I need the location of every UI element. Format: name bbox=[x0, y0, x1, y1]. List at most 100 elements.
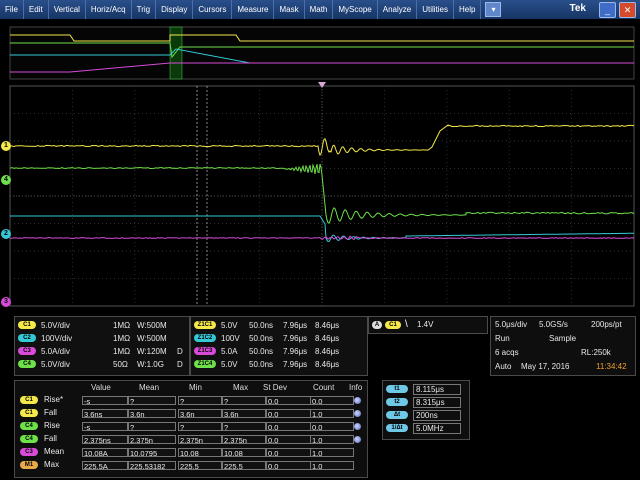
zoom-chip: Z1C2 bbox=[194, 334, 216, 342]
column-header-mean: Mean bbox=[139, 383, 159, 392]
date-readout: May 17, 2016 bbox=[521, 362, 569, 371]
zoom-t1: 7.96μs bbox=[283, 347, 307, 356]
zoom-row[interactable]: Z1C4 5.0V 50.0ns 7.96μs 8.46μs bbox=[191, 358, 365, 370]
zoom-chip: Z1C1 bbox=[194, 321, 216, 329]
menu-item-trig[interactable]: Trig bbox=[132, 0, 156, 19]
channel-row[interactable]: C3 5.0A/div 1MΩ W:120M D bbox=[15, 345, 187, 357]
channel-marker-ch3[interactable]: 3 bbox=[1, 297, 11, 307]
info-icon[interactable] bbox=[354, 423, 361, 430]
menu-item-vertical[interactable]: Vertical bbox=[49, 0, 86, 19]
menu-item-edit[interactable]: Edit bbox=[24, 0, 49, 19]
measurement-row[interactable]: C3 Mean 10.08A 10.0795 10.08 10.08 0.0 1.0 bbox=[18, 447, 364, 458]
zoom-t1: 7.96μs bbox=[283, 360, 307, 369]
acq-count: 6 acqs bbox=[495, 348, 519, 357]
channel-scale: 5.0A/div bbox=[41, 347, 70, 356]
channel-marker-ch1[interactable]: 1 bbox=[1, 141, 11, 151]
channel-row[interactable]: C4 5.0V/div 50Ω W:1.0G D bbox=[15, 358, 187, 370]
measurement-source-chip: C1 bbox=[20, 396, 38, 404]
menu-item-file[interactable]: File bbox=[0, 0, 24, 19]
info-icon[interactable] bbox=[354, 397, 361, 404]
channel-bandwidth: W:500M bbox=[137, 321, 167, 330]
channel-scale: 5.0V/div bbox=[41, 321, 70, 330]
menu-item-display[interactable]: Display bbox=[156, 0, 193, 19]
menu-item-myscope[interactable]: MyScope bbox=[333, 0, 377, 19]
measurement-row[interactable]: M1 Max 225.5A 225.53182 225.5 225.5 0.0 1.0 bbox=[18, 460, 364, 471]
zoom-time: 50.0ns bbox=[249, 321, 273, 330]
cursor-readout-panel[interactable]: t1 8.115μs t2 8.315μs Δt 200ns 1/Δt 5.0MHz bbox=[382, 380, 470, 440]
cursor-value: 200ns bbox=[413, 410, 461, 421]
cursor-value: 8.115μs bbox=[413, 384, 461, 395]
zoom-row[interactable]: Z1C2 100V 50.0ns 7.96μs 8.46μs bbox=[191, 332, 365, 344]
measurement-name: Rise bbox=[44, 421, 60, 430]
channel-impedance: 50Ω bbox=[113, 360, 128, 369]
column-header-value: Value bbox=[91, 383, 111, 392]
zoom-t2: 8.46μs bbox=[315, 347, 339, 356]
close-button[interactable]: ✕ bbox=[619, 2, 636, 18]
measurement-stdev: 0.0 bbox=[266, 409, 312, 418]
menu-item-horizacq[interactable]: Horiz/Acq bbox=[86, 0, 132, 19]
channel-marker-ch2[interactable]: 2 bbox=[1, 229, 11, 239]
measurement-name: Fall bbox=[44, 408, 57, 417]
channel-chip: C3 bbox=[18, 347, 36, 355]
channel-marker-ch4[interactable]: 4 bbox=[1, 175, 11, 185]
cursor-row[interactable]: t2 8.315μs bbox=[383, 396, 467, 408]
measurement-max: 10.08 bbox=[222, 448, 266, 457]
measurement-value: 2.375ns bbox=[82, 435, 128, 444]
menu-item-utilities[interactable]: Utilities bbox=[417, 0, 454, 19]
minimize-button[interactable]: _ bbox=[599, 2, 616, 18]
measurement-max: 225.5 bbox=[222, 461, 266, 470]
channel-chip: C2 bbox=[18, 334, 36, 342]
measurement-max: ? bbox=[222, 396, 266, 405]
cursor-row[interactable]: Δt 200ns bbox=[383, 409, 467, 421]
measurement-value: 225.5A bbox=[82, 461, 128, 470]
measurement-row[interactable]: C4 Rise -s??? 0.0 0.0 bbox=[18, 421, 364, 432]
zoom-scale: 5.0V bbox=[221, 321, 237, 330]
measurement-row[interactable]: C1 Fall 3.6ns 3.6n 3.6n 3.6n 0.0 1.0 bbox=[18, 408, 364, 419]
measurement-source-chip: C1 bbox=[20, 409, 38, 417]
measurement-row[interactable]: C1 Rise* -s??? 0.0 0.0 bbox=[18, 395, 364, 406]
zoom-settings-panel: Z1C1 5.0V 50.0ns 7.96μs 8.46μs Z1C2 100V 50.0ns… bbox=[190, 316, 368, 376]
channel-row[interactable]: C1 5.0V/div 1MΩ W:500M bbox=[15, 319, 187, 331]
channel-impedance: 1MΩ bbox=[113, 334, 130, 343]
info-icon[interactable] bbox=[354, 436, 361, 443]
zoom-scale: 5.0A bbox=[221, 347, 237, 356]
sample-rate-readout: 5.0GS/s bbox=[539, 320, 568, 329]
measurement-row[interactable]: C4 Fall 2.375ns 2.375n 2.375n 2.375n 0.0 1.0 bbox=[18, 434, 364, 445]
menu-item-cursors[interactable]: Cursors bbox=[193, 0, 232, 19]
cursor-label: Δt bbox=[386, 411, 408, 419]
zoom-row[interactable]: Z1C3 5.0A 50.0ns 7.96μs 8.46μs bbox=[191, 345, 365, 357]
channel-scale: 100V/div bbox=[41, 334, 72, 343]
acquisition-panel[interactable]: 5.0μs/div 5.0GS/s 200ps/pt Run Sample 6 … bbox=[490, 316, 636, 376]
zoom-time: 50.0ns bbox=[249, 334, 273, 343]
menu-dropdown-button[interactable]: ▾ bbox=[485, 2, 501, 17]
resolution-readout: 200ps/pt bbox=[591, 320, 622, 329]
measurement-min: 3.6n bbox=[178, 409, 222, 418]
cursor-row[interactable]: 1/Δt 5.0MHz bbox=[383, 422, 467, 434]
menu-item-math[interactable]: Math bbox=[305, 0, 334, 19]
trigger-panel[interactable]: A C1 \ 1.4V bbox=[368, 316, 488, 334]
zoom-time: 50.0ns bbox=[249, 360, 273, 369]
measurement-stdev: 0.0 bbox=[266, 422, 312, 431]
channel-chip: C1 bbox=[18, 321, 36, 329]
measurement-table[interactable]: Value Mean Min Max St Dev Count Info C1 Rise* -s?… bbox=[14, 380, 368, 478]
zoom-t2: 8.46μs bbox=[315, 360, 339, 369]
zoom-row[interactable]: Z1C1 5.0V 50.0ns 7.96μs 8.46μs bbox=[191, 319, 365, 331]
zoom-scale: 100V bbox=[221, 334, 240, 343]
menu-item-analyze[interactable]: Analyze bbox=[378, 0, 417, 19]
trigger-level: 1.4V bbox=[417, 320, 433, 329]
info-icon[interactable] bbox=[354, 410, 361, 417]
measurement-value: 10.08A bbox=[82, 448, 128, 457]
channel-row[interactable]: C2 100V/div 1MΩ W:500M bbox=[15, 332, 187, 344]
column-header-min: Min bbox=[189, 383, 202, 392]
trigger-slope-icon: \ bbox=[405, 319, 408, 330]
menu-item-help[interactable]: Help bbox=[454, 0, 481, 19]
measurement-value: -s bbox=[82, 396, 128, 405]
waveform-display[interactable] bbox=[0, 19, 640, 310]
channel-bandwidth: W:120M bbox=[137, 347, 167, 356]
menu-item-mask[interactable]: Mask bbox=[274, 0, 304, 19]
cursor-row[interactable]: t1 8.115μs bbox=[383, 383, 467, 395]
channel-chip: C4 bbox=[18, 360, 36, 368]
trigger-mode-label: A bbox=[372, 321, 382, 329]
measurement-mean: ? bbox=[128, 396, 176, 405]
menu-item-measure[interactable]: Measure bbox=[232, 0, 274, 19]
